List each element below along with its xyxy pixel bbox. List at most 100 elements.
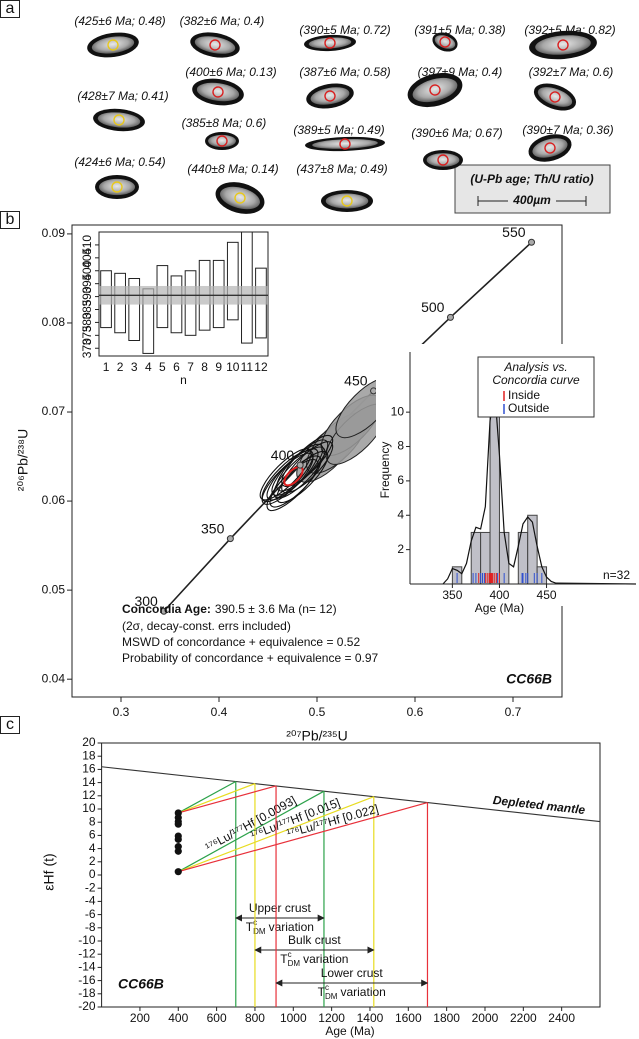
analysis-spot	[212, 86, 224, 98]
error-ellipse	[281, 434, 334, 488]
concordia-age-label: 400	[271, 447, 295, 463]
zircon-grain	[407, 72, 463, 108]
analysis-spot	[437, 154, 449, 166]
y-tick-label: 370	[80, 338, 94, 358]
zircon-grain	[95, 175, 139, 199]
x-tick-label: 200	[130, 1011, 150, 1025]
y-tick-label: 20	[82, 735, 96, 749]
y-tick-label: -2	[85, 880, 96, 894]
y-tick-label: 0.09	[42, 226, 66, 240]
grain-body	[220, 186, 260, 210]
concordia-stat: (2σ, decay-const. errs included)	[122, 619, 291, 633]
x-tick-label: 7	[187, 360, 194, 374]
analysis-spot	[339, 138, 351, 150]
y-tick-label: 0.08	[42, 315, 66, 329]
model-growth-line	[177, 780, 237, 814]
y-tick-label: -12	[78, 946, 96, 960]
x-tick-label: 1	[103, 360, 110, 374]
concordia-age-label: 500	[421, 299, 445, 315]
model-growth-line	[178, 785, 277, 814]
grain-body	[91, 36, 135, 54]
analysis-spot	[341, 195, 353, 207]
y-tick-label: 6	[89, 828, 96, 842]
sample-point	[174, 847, 182, 855]
concordia-age-marker	[226, 535, 234, 543]
concordia-stat: MSWD of concordance + equivalence = 0.52	[122, 635, 360, 649]
y-tick-label: 4	[397, 507, 404, 521]
analysis-spot	[324, 37, 336, 49]
grain-label: (390±6 Ma; 0.67)	[411, 126, 502, 140]
legend-label: Outside	[508, 401, 550, 415]
zircon-grain	[321, 190, 373, 212]
legend-title: Concordia curve	[492, 373, 580, 387]
grain-label: (425±6 Ma; 0.48)	[74, 14, 165, 28]
x-tick-label: 400	[489, 588, 509, 602]
x-tick-label: 1000	[280, 1011, 307, 1025]
grain-label: (392±7 Ma; 0.6)	[529, 65, 614, 79]
x-tick-label: 1800	[433, 1011, 460, 1025]
y-tick-label: 390	[80, 286, 94, 306]
x-tick-label: 0.5	[309, 705, 326, 719]
y-tick-label: 8	[397, 439, 404, 453]
histogram-bar	[527, 514, 538, 585]
y-tick-label: 0.06	[42, 493, 66, 507]
grain-label: (389±5 Ma; 0.49)	[293, 123, 384, 137]
analysis-spot	[549, 91, 561, 103]
analysis-spot	[234, 192, 246, 204]
analysis-spot	[557, 39, 569, 51]
grain-body	[97, 112, 141, 128]
x-tick-label: 2	[117, 360, 124, 374]
tdm-text: variation	[303, 952, 348, 966]
y-axis-label: ²⁰⁶Pb/²³⁸U	[15, 429, 31, 491]
zircon-grain	[190, 32, 240, 58]
grain-label: (437±8 Ma; 0.49)	[296, 162, 387, 176]
y-tick-label: -16	[78, 973, 96, 987]
y-tick-label: -4	[85, 894, 96, 908]
grain-body	[426, 153, 460, 167]
x-axis-label: Age (Ma)	[475, 601, 524, 615]
grain-body	[194, 36, 236, 54]
concordia-age-label: 550	[502, 224, 526, 240]
x-tick-label: 11	[241, 360, 254, 374]
sample-name: CC66B	[118, 976, 164, 992]
grain-label: (390±5 Ma; 0.72)	[299, 23, 390, 37]
tdm-symbol: T	[280, 952, 288, 966]
y-tick-label: -18	[78, 986, 96, 1000]
model-growth-line	[178, 801, 428, 873]
panel-letter: b	[6, 211, 15, 228]
analysis-spot	[113, 114, 125, 126]
x-tick-label: 1200	[318, 1011, 345, 1025]
histogram-bar	[489, 394, 500, 585]
legend-box	[477, 356, 595, 418]
x-tick-label: 800	[245, 1011, 265, 1025]
grain-body	[532, 138, 568, 158]
grain-label: (392±5 Ma; 0.82)	[524, 23, 615, 37]
panel-letter-box	[0, 211, 20, 229]
grain-label: (390±7 Ma; 0.36)	[522, 123, 613, 137]
zircon-grain	[87, 32, 139, 58]
x-tick-label: 450	[537, 588, 557, 602]
y-tick-label: 2	[397, 542, 404, 556]
y-tick-label: 2	[89, 854, 96, 868]
y-tick-label: 18	[82, 748, 96, 762]
x-tick-label: 0.3	[113, 705, 130, 719]
y-tick-label: 4	[89, 841, 96, 855]
y-tick-label: 385	[80, 299, 94, 319]
tdm-symbol: T	[246, 920, 254, 934]
x-tick-label: 350	[442, 588, 462, 602]
analysis-spot	[544, 142, 556, 154]
panel-letter: c	[6, 716, 14, 733]
concordia-age-title: Concordia Age:	[122, 602, 211, 616]
grain-label: (391±5 Ma; 0.38)	[414, 23, 505, 37]
crust-name: Upper crust	[249, 901, 312, 915]
n-label: n=32	[603, 568, 630, 582]
crust-name: Lower crust	[321, 966, 384, 980]
concordia-age-text: Concordia Age: 390.5 ± 3.6 Ma (n= 12)	[122, 602, 337, 616]
zircon-grain	[205, 132, 239, 150]
scale-label: 400µm	[512, 193, 551, 207]
x-tick-label: 1400	[357, 1011, 384, 1025]
zircon-grain	[306, 83, 354, 109]
